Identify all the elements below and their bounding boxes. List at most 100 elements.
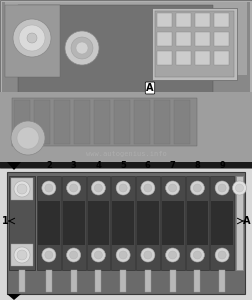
Circle shape xyxy=(45,251,53,259)
Circle shape xyxy=(14,247,30,263)
Circle shape xyxy=(169,184,177,192)
Bar xyxy=(2,2,250,162)
Bar xyxy=(7,172,245,294)
Bar xyxy=(54,100,70,144)
Circle shape xyxy=(42,181,56,195)
Text: 7: 7 xyxy=(170,161,175,170)
Bar xyxy=(185,176,209,270)
Bar xyxy=(174,100,190,144)
Bar xyxy=(154,100,170,144)
Circle shape xyxy=(91,181,105,195)
Circle shape xyxy=(67,181,81,195)
Circle shape xyxy=(70,251,78,259)
Circle shape xyxy=(94,184,102,192)
Circle shape xyxy=(166,248,180,262)
Bar xyxy=(176,32,191,46)
Circle shape xyxy=(67,248,81,262)
Polygon shape xyxy=(5,2,247,75)
Bar xyxy=(137,201,159,245)
Bar xyxy=(170,270,176,292)
Bar xyxy=(176,51,191,65)
Text: 2: 2 xyxy=(46,161,52,170)
Bar xyxy=(14,100,30,144)
Bar xyxy=(18,5,213,110)
Circle shape xyxy=(91,248,105,262)
Bar xyxy=(12,98,197,146)
Bar xyxy=(19,270,25,292)
Text: A: A xyxy=(242,216,250,226)
Bar xyxy=(87,201,109,245)
Bar xyxy=(155,11,234,77)
Bar xyxy=(145,270,151,292)
Bar xyxy=(11,244,33,266)
Bar xyxy=(0,92,252,166)
Circle shape xyxy=(119,251,127,259)
Bar xyxy=(46,270,52,292)
Circle shape xyxy=(144,251,152,259)
Circle shape xyxy=(17,184,27,194)
Circle shape xyxy=(17,250,27,260)
Bar xyxy=(86,176,110,270)
Circle shape xyxy=(215,248,229,262)
Circle shape xyxy=(169,251,177,259)
Bar xyxy=(74,100,90,144)
Circle shape xyxy=(70,184,78,192)
Text: 3: 3 xyxy=(71,161,77,170)
Circle shape xyxy=(141,248,155,262)
Bar xyxy=(38,201,60,245)
Circle shape xyxy=(42,248,56,262)
Bar xyxy=(236,176,243,270)
Bar xyxy=(214,13,229,27)
Circle shape xyxy=(17,127,39,149)
Polygon shape xyxy=(7,162,21,170)
Bar xyxy=(214,32,229,46)
Bar xyxy=(9,176,35,270)
Bar xyxy=(214,51,229,65)
Bar xyxy=(94,100,110,144)
Bar xyxy=(11,178,33,200)
Bar xyxy=(136,176,160,270)
Circle shape xyxy=(94,251,102,259)
Bar xyxy=(219,270,225,292)
Circle shape xyxy=(76,42,88,54)
Circle shape xyxy=(11,121,45,155)
Bar xyxy=(157,32,172,46)
Circle shape xyxy=(65,31,99,65)
Circle shape xyxy=(218,251,226,259)
Bar xyxy=(195,13,210,27)
Bar xyxy=(5,5,60,77)
Bar xyxy=(161,176,184,270)
Bar xyxy=(63,201,84,245)
Circle shape xyxy=(215,181,229,195)
Circle shape xyxy=(193,251,201,259)
Circle shape xyxy=(236,184,243,192)
Bar xyxy=(211,201,233,245)
Circle shape xyxy=(144,184,152,192)
Circle shape xyxy=(218,184,226,192)
Circle shape xyxy=(13,19,51,57)
Bar xyxy=(152,8,237,80)
Circle shape xyxy=(14,181,30,197)
Circle shape xyxy=(116,248,130,262)
Text: 1: 1 xyxy=(2,216,9,226)
Bar xyxy=(112,201,134,245)
Circle shape xyxy=(119,184,127,192)
Bar xyxy=(0,0,252,168)
Bar xyxy=(34,100,50,144)
Bar xyxy=(95,270,101,292)
Text: 8: 8 xyxy=(195,161,200,170)
Bar xyxy=(195,51,210,65)
Bar xyxy=(186,201,208,245)
Circle shape xyxy=(141,181,155,195)
Bar xyxy=(62,176,85,270)
Bar xyxy=(210,176,234,270)
Circle shape xyxy=(166,181,180,195)
Bar xyxy=(194,270,200,292)
Circle shape xyxy=(193,184,201,192)
Bar xyxy=(0,162,252,168)
Bar xyxy=(111,176,135,270)
Bar xyxy=(134,100,150,144)
Circle shape xyxy=(116,181,130,195)
Circle shape xyxy=(19,25,45,51)
Circle shape xyxy=(45,184,53,192)
